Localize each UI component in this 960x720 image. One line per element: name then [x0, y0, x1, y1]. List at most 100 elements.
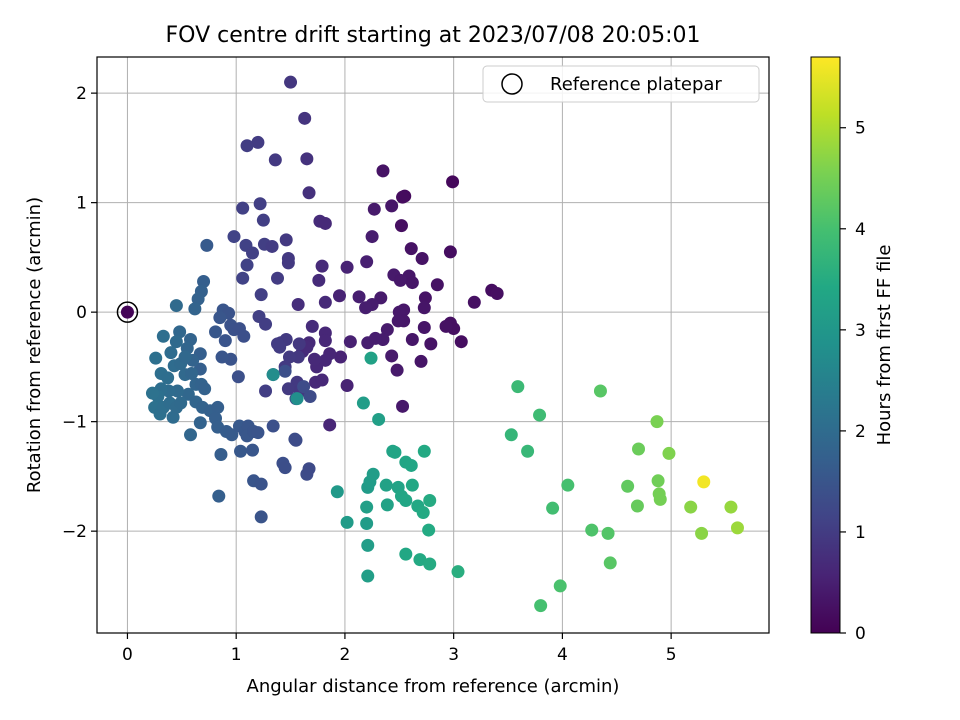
- data-point: [390, 363, 404, 377]
- data-point: [424, 337, 438, 351]
- data-point: [284, 75, 298, 89]
- data-point: [394, 219, 408, 233]
- data-point: [191, 292, 205, 306]
- data-point: [292, 337, 306, 351]
- data-point: [593, 384, 607, 398]
- data-point: [343, 335, 357, 349]
- data-point: [360, 500, 374, 514]
- colorbar-gradient: [810, 56, 841, 634]
- data-point: [632, 442, 646, 456]
- colorbar-tick-label: 1: [855, 523, 866, 543]
- data-point: [399, 547, 413, 561]
- data-point: [376, 164, 390, 178]
- data-point: [603, 556, 617, 570]
- data-point: [290, 392, 304, 406]
- y-tick-label: 1: [76, 194, 87, 214]
- data-point: [404, 458, 418, 472]
- data-point: [178, 350, 192, 364]
- data-point: [213, 311, 227, 325]
- data-point: [315, 259, 329, 273]
- data-point: [256, 213, 270, 227]
- data-point: [553, 579, 567, 593]
- data-point: [405, 333, 419, 347]
- data-point: [169, 299, 183, 313]
- y-tick-label: −1: [62, 413, 87, 433]
- data-point: [334, 350, 348, 364]
- data-point: [405, 276, 419, 290]
- data-point: [416, 506, 430, 520]
- data-point: [521, 444, 535, 458]
- data-point: [504, 428, 518, 442]
- data-point: [188, 302, 202, 316]
- data-point: [404, 242, 418, 256]
- data-point: [360, 255, 374, 269]
- data-point: [372, 412, 386, 426]
- data-point: [209, 325, 223, 339]
- data-point: [684, 500, 698, 514]
- data-point: [405, 478, 419, 492]
- data-point: [417, 301, 431, 315]
- data-point: [289, 433, 303, 447]
- data-point: [366, 467, 380, 481]
- data-point: [352, 290, 366, 304]
- data-point: [364, 351, 378, 365]
- legend-label: Reference platepar: [550, 74, 722, 95]
- data-point: [211, 400, 225, 414]
- data-point: [245, 246, 259, 260]
- data-point: [254, 477, 268, 491]
- data-point: [271, 271, 285, 285]
- data-point: [365, 230, 379, 244]
- data-point: [253, 197, 267, 211]
- data-point: [340, 379, 354, 393]
- plot-frame: [96, 56, 770, 634]
- legend-box: [482, 65, 760, 103]
- axis-ticks: 0 1 2 3 4 5 −2 −1 0 1 2: [62, 84, 677, 665]
- data-point: [388, 445, 402, 459]
- data-points: [116, 75, 744, 613]
- x-tick-label: 1: [231, 645, 242, 665]
- data-point: [265, 239, 279, 253]
- data-point: [367, 202, 381, 216]
- data-point: [307, 352, 321, 366]
- data-point: [279, 233, 293, 247]
- data-point: [281, 256, 295, 270]
- data-point: [446, 175, 460, 189]
- data-point: [297, 380, 311, 394]
- data-point: [414, 354, 428, 368]
- data-point: [259, 317, 273, 331]
- data-point: [340, 260, 354, 274]
- data-point: [240, 258, 254, 272]
- data-point: [212, 489, 226, 503]
- data-point: [231, 370, 245, 384]
- data-point: [630, 499, 644, 513]
- data-point: [385, 349, 399, 363]
- data-point: [359, 301, 373, 315]
- data-point: [227, 230, 241, 244]
- data-point: [422, 523, 436, 537]
- data-point: [451, 565, 465, 579]
- data-point: [361, 538, 375, 552]
- data-point: [561, 478, 575, 492]
- data-point: [161, 371, 175, 385]
- data-point: [234, 444, 248, 458]
- reference-platepar-marker: [116, 301, 139, 323]
- data-point: [291, 297, 305, 311]
- data-point: [621, 479, 635, 493]
- data-point: [601, 526, 615, 540]
- data-point: [259, 384, 273, 398]
- data-point: [651, 474, 665, 488]
- data-point: [120, 305, 134, 319]
- data-point: [439, 319, 453, 333]
- data-point: [368, 331, 382, 345]
- data-point: [318, 353, 332, 367]
- data-point: [166, 410, 180, 424]
- data-point: [197, 274, 211, 288]
- data-point: [490, 287, 504, 301]
- data-point: [318, 295, 332, 309]
- data-point: [303, 389, 317, 403]
- y-tick-label: 0: [76, 303, 87, 323]
- data-point: [417, 320, 431, 334]
- data-point: [225, 428, 239, 442]
- data-point: [423, 557, 437, 571]
- data-point: [379, 478, 393, 492]
